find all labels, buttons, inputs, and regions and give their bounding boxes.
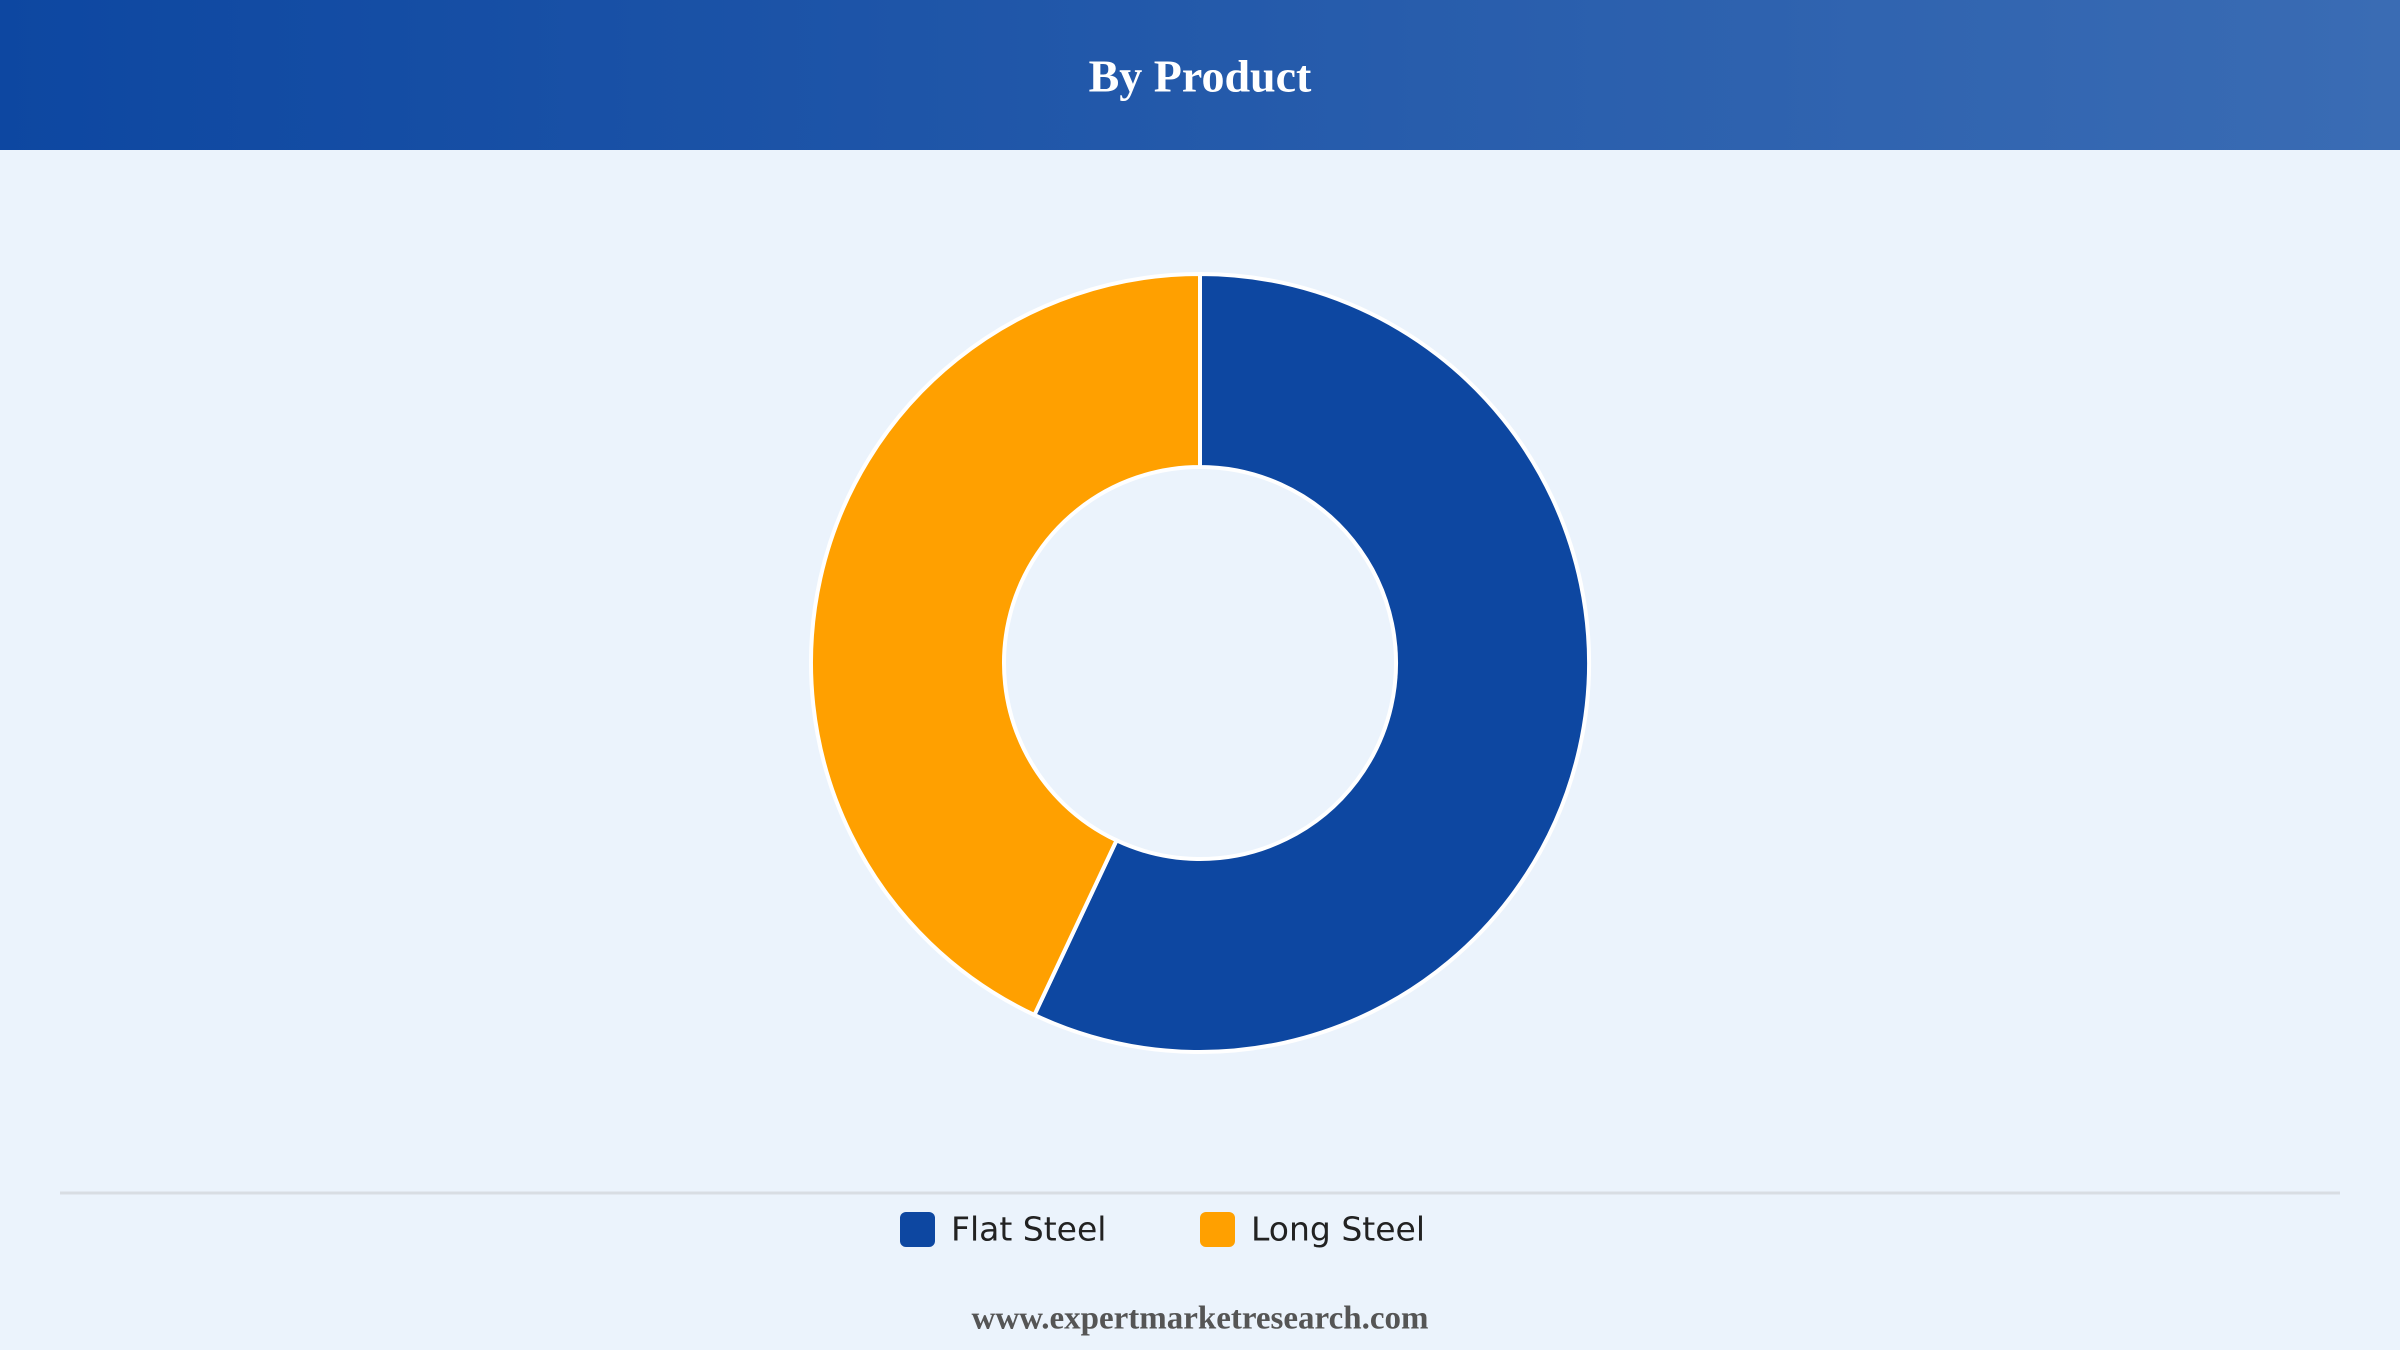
legend-label: Flat Steel	[951, 1210, 1106, 1249]
legend: Flat Steel Long Steel	[900, 1210, 1425, 1249]
legend-swatch	[1200, 1212, 1235, 1247]
chart-title: By Product	[1089, 51, 1312, 102]
donut-slice	[1031, 271, 1591, 1054]
legend-label: Long Steel	[1251, 1210, 1425, 1249]
donut-slice	[809, 271, 1202, 1018]
header-bar	[0, 0, 2400, 150]
legend-swatch	[900, 1212, 935, 1247]
footer-url: www.expertmarketresearch.com	[972, 1301, 1429, 1337]
donut	[809, 271, 1591, 1054]
